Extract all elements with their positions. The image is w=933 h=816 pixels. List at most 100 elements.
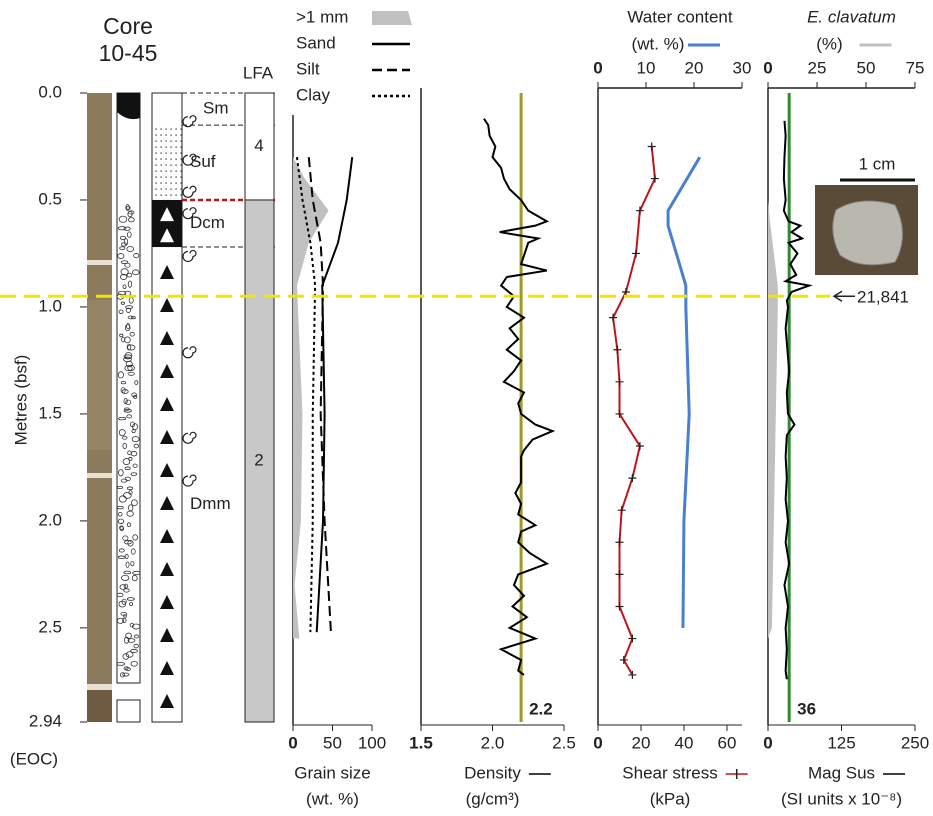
- clast: [131, 316, 136, 320]
- clast: [125, 307, 131, 313]
- point: [615, 602, 624, 611]
- x-axis-label: Grain size: [294, 763, 371, 782]
- dot: [155, 146, 157, 148]
- dot: [155, 158, 157, 160]
- y-note: (EOC): [10, 749, 58, 768]
- point: [619, 655, 628, 664]
- clast: [130, 561, 135, 567]
- clast: [123, 492, 132, 499]
- point: [650, 174, 659, 183]
- clast: [133, 634, 139, 639]
- clast: [118, 511, 123, 517]
- shell-symbol: [182, 346, 197, 359]
- clast: [129, 331, 135, 337]
- clast: [128, 210, 135, 215]
- clast: [118, 469, 124, 477]
- x-axis-unit: (kPa): [650, 789, 691, 808]
- unit-label: Dmm: [190, 494, 231, 513]
- dot: [165, 170, 167, 172]
- dot: [160, 164, 162, 166]
- dot: [170, 134, 172, 136]
- clast: [130, 472, 138, 476]
- title-line: Core: [103, 13, 153, 39]
- dot: [165, 164, 167, 166]
- clast: [123, 398, 128, 405]
- clast: [125, 651, 134, 658]
- clast: [124, 365, 133, 372]
- clast: [120, 301, 125, 305]
- dot: [160, 176, 162, 178]
- y-tick-label: 2.5: [38, 617, 62, 636]
- dot: [180, 170, 182, 172]
- clast: [122, 617, 127, 623]
- clast-symbol: [160, 265, 174, 280]
- clast-symbol: [160, 628, 174, 643]
- dot: [155, 152, 157, 154]
- clast-symbol: [160, 228, 174, 243]
- legend-swatch: [372, 11, 412, 25]
- dot: [160, 134, 162, 136]
- clast: [122, 535, 129, 541]
- x-tick-label: 250: [901, 733, 929, 752]
- dot: [165, 146, 167, 148]
- clast: [133, 443, 140, 449]
- clast-symbol: [160, 463, 174, 478]
- shell-symbol: [182, 431, 197, 444]
- dot: [180, 158, 182, 160]
- clast: [118, 416, 127, 421]
- dot: [180, 188, 182, 190]
- clast: [122, 442, 127, 449]
- x2-tick-label: 20: [685, 58, 704, 77]
- clast: [120, 242, 128, 247]
- clast: [118, 215, 128, 223]
- dot: [180, 164, 182, 166]
- clast: [131, 392, 137, 398]
- dot: [160, 158, 162, 160]
- line: [666, 156, 702, 628]
- y-tick-label: 0.5: [38, 189, 62, 208]
- clast: [120, 611, 128, 616]
- dot: [160, 140, 162, 142]
- clast: [123, 636, 130, 644]
- dot: [160, 152, 162, 154]
- clast: [116, 617, 125, 624]
- dot: [180, 140, 182, 142]
- clast: [120, 268, 129, 276]
- clast-symbol: [160, 207, 174, 222]
- dot: [165, 182, 167, 184]
- lfa-unit: [244, 199, 275, 723]
- line: [295, 157, 317, 633]
- clast: [127, 315, 134, 320]
- legend-label: Sand: [296, 33, 336, 52]
- dot: [165, 152, 167, 154]
- core-photo-shade: [87, 300, 112, 450]
- x2-tick-label: 0: [593, 58, 602, 77]
- shell-symbol: [182, 474, 197, 487]
- x2-axis-label: E. clavatum: [807, 7, 896, 26]
- log-column: [116, 699, 141, 723]
- x2-axis-unit: (%): [816, 34, 842, 53]
- x-tick-label: 60: [717, 733, 736, 752]
- dot: [165, 188, 167, 190]
- x-axis-unit: (SI units x 10⁻⁸): [781, 789, 902, 808]
- clast-symbol: [160, 661, 174, 676]
- clast: [129, 622, 135, 628]
- clast-symbol: [160, 397, 174, 412]
- x-tick-label: 1.5: [409, 733, 433, 752]
- clast: [131, 429, 136, 434]
- dot: [175, 146, 177, 148]
- x-tick-label: 2.0: [481, 733, 505, 752]
- clast: [126, 510, 134, 517]
- clast: [117, 226, 127, 231]
- clast: [124, 553, 129, 559]
- clast: [126, 272, 133, 278]
- clast: [120, 574, 130, 581]
- x-axis-unit: (g/cm³): [466, 789, 520, 808]
- clast: [121, 389, 129, 394]
- clast: [127, 371, 135, 376]
- dot: [160, 170, 162, 172]
- x2-tick-label: 10: [637, 58, 656, 77]
- area: [768, 199, 778, 639]
- clast-symbol: [160, 595, 174, 610]
